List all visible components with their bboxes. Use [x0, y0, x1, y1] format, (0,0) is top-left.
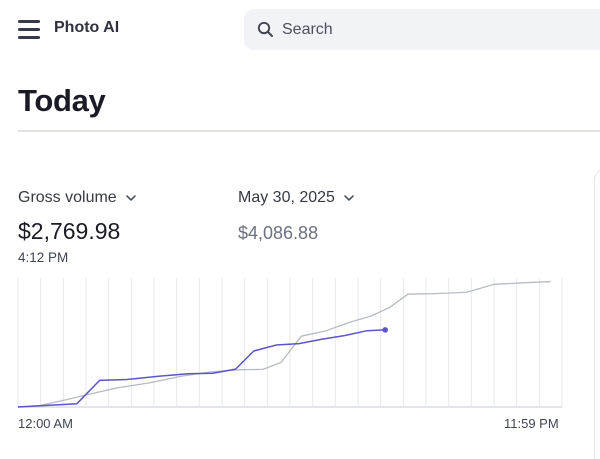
comparison-date-dropdown[interactable]: May 30, 2025 [238, 189, 355, 207]
current-time: 4:12 PM [18, 250, 69, 265]
title-divider [18, 130, 600, 132]
gross-volume-chart [17, 278, 563, 408]
search-input[interactable] [280, 17, 584, 43]
search-box[interactable] [244, 9, 600, 50]
top-bar: Photo AI [0, 0, 600, 60]
chevron-down-icon [125, 195, 136, 201]
x-axis-start-label: 12:00 AM [18, 416, 73, 431]
metric-dropdown-label: Gross volume [18, 189, 117, 206]
metric-dropdown[interactable]: Gross volume [18, 189, 137, 207]
comparison-value: $4,086.88 [238, 223, 319, 243]
comparison-series-line [17, 280, 551, 408]
comparison-date-label: May 30, 2025 [238, 189, 335, 206]
search-icon [257, 21, 273, 37]
chevron-down-icon [344, 195, 354, 201]
hamburger-menu-icon[interactable] [16, 16, 44, 42]
current-value: $2,769.98 [18, 218, 121, 244]
app-title: Photo AI [54, 19, 120, 36]
x-axis-end-label: 11:59 PM [504, 416, 559, 431]
today-series-end-point [382, 327, 389, 333]
page-title: Today [18, 83, 106, 118]
today-series-line [17, 329, 386, 408]
